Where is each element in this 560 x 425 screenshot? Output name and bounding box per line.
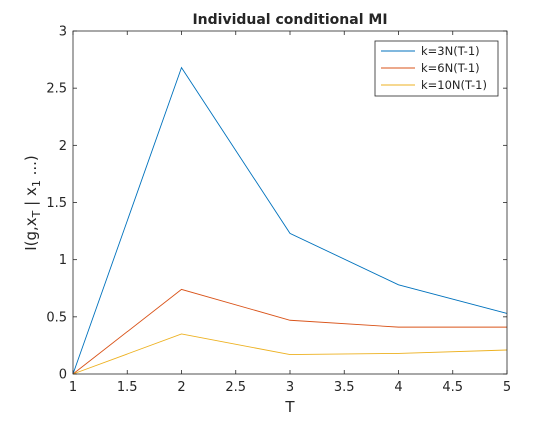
legend-label-2: k=6N(T-1) xyxy=(421,61,480,75)
axes: 1 1.5 2 2.5 3 3.5 4 4.5 5 0 0.5 1 1.5 2 2.5 3 xyxy=(46,25,511,396)
y-tick-label: 0.5 xyxy=(46,310,67,325)
legend-label-3: k=10N(T-1) xyxy=(421,78,487,92)
x-tick-label: 3 xyxy=(286,380,294,395)
x-tick-label: 1.5 xyxy=(117,380,138,395)
series-line-1 xyxy=(72,66,508,375)
x-tick-label: 5 xyxy=(503,380,511,395)
x-tick-label: 2.5 xyxy=(225,380,246,395)
y-tick-label: 0 xyxy=(59,368,67,383)
legend-label-1: k=3N(T-1) xyxy=(421,44,480,58)
x-tick-label: 4 xyxy=(394,380,402,395)
plot-area xyxy=(72,66,508,375)
legend: k=3N(T-1) k=6N(T-1) k=10N(T-1) xyxy=(374,40,499,97)
x-axis-title: T xyxy=(284,398,295,416)
y-tick-label: 2 xyxy=(59,139,67,154)
series-line-2 xyxy=(72,288,507,375)
x-tick-label: 4.5 xyxy=(442,380,463,395)
y-axis-title: I(g,xT | x1 ...) xyxy=(22,155,43,251)
chart-title: Individual conditional MI xyxy=(192,12,387,28)
series-line-3 xyxy=(72,333,508,375)
y-tick-label: 1.5 xyxy=(46,196,67,211)
y-tick-label: 1 xyxy=(59,253,67,268)
x-tick-label: 2 xyxy=(177,380,185,395)
x-tick-label: 3.5 xyxy=(334,380,355,395)
x-tick-label: 1 xyxy=(69,380,77,395)
y-tick-label: 2.5 xyxy=(46,82,67,97)
y-tick-label: 3 xyxy=(59,25,67,40)
